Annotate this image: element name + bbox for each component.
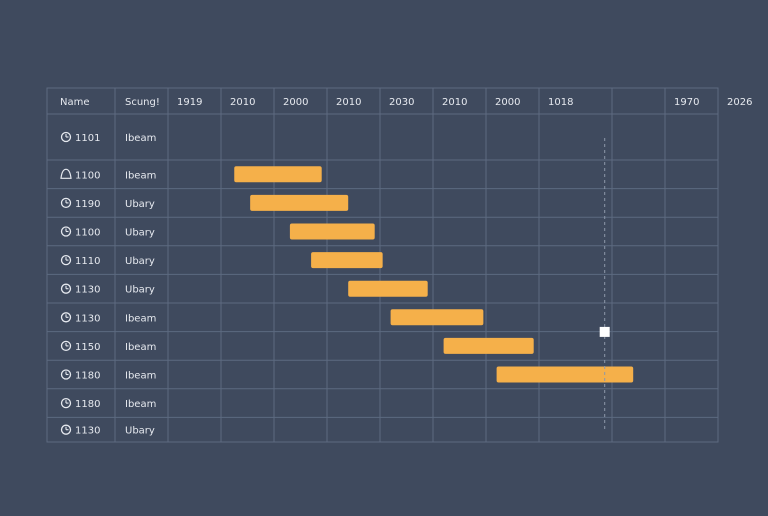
gantt-bar-2 <box>289 223 375 240</box>
table-row: 1130 Ubary <box>60 424 155 437</box>
row-name: 1130 <box>75 313 100 324</box>
timeline-header-5: 2010 <box>442 97 467 108</box>
clock-face <box>60 369 72 380</box>
gantt-bar-4 <box>348 280 428 297</box>
row-name: 1110 <box>75 256 100 267</box>
clock-face <box>60 254 72 266</box>
timeline-header-1: 2010 <box>230 97 255 108</box>
gantt-bar-1 <box>250 194 349 211</box>
clock-face <box>60 283 72 294</box>
table-row: 1150 Ibeam <box>60 340 156 353</box>
grid-layer <box>46 87 719 443</box>
table-row: 1101 Ibeam <box>60 131 156 144</box>
clock-face <box>60 226 72 237</box>
clock-face <box>60 131 72 143</box>
clock-face <box>60 312 72 323</box>
row-schedule: Ibeam <box>125 399 156 410</box>
clock-icon <box>60 424 72 435</box>
row-schedule: Ubary <box>125 256 155 267</box>
header-layer: Name Scung! 1919 2010 2000 2010 2030 2010 2000… <box>60 97 752 108</box>
row-schedule: Ibeam <box>125 371 156 382</box>
timeline-header-0: 1919 <box>177 97 202 108</box>
clock-face <box>60 424 72 435</box>
clock-icon <box>60 226 72 237</box>
timeline-header-2: 2000 <box>283 97 308 108</box>
row-name: 1180 <box>75 371 100 382</box>
clock-face <box>60 197 72 209</box>
name-column-header: Name <box>60 97 90 108</box>
clock-icon <box>60 283 72 294</box>
table-row: 1110 Ubary <box>60 254 155 267</box>
row-schedule: Ubary <box>125 285 155 296</box>
clock-icon <box>60 369 72 380</box>
row-name: 1150 <box>75 342 100 353</box>
row-name: 1101 <box>75 133 100 144</box>
clock-icon <box>60 397 72 409</box>
gantt-bar-6 <box>443 337 534 354</box>
timeline-header-7: 1018 <box>548 97 573 108</box>
timeline-header-6: 2000 <box>495 97 520 108</box>
chart-frame <box>46 87 719 443</box>
table-row: 1130 Ubary <box>60 283 155 296</box>
row-schedule: Ibeam <box>125 170 156 181</box>
row-schedule: Ibeam <box>125 342 156 353</box>
gantt-bar-0 <box>234 166 322 183</box>
table-row: 1180 Ibeam <box>60 397 156 410</box>
row-name: 1130 <box>75 285 100 296</box>
gantt-bar-3 <box>311 252 383 269</box>
row-schedule: Ubary <box>125 426 155 437</box>
table-row: 1130 Ibeam <box>60 312 156 324</box>
timeline-header-4: 2030 <box>389 97 414 108</box>
table-row: 1100 Ubary <box>60 226 155 239</box>
row-schedule: Ibeam <box>125 313 156 324</box>
row-schedule: Ubary <box>125 199 155 210</box>
clock-face <box>60 397 72 409</box>
today-marker <box>599 326 610 337</box>
clock-face <box>60 340 72 352</box>
clock-icon <box>60 340 72 352</box>
table-row: 1190 Ubary <box>60 197 155 210</box>
gantt-bar-7 <box>496 366 634 383</box>
table-row: 1180 Ibeam <box>60 369 156 382</box>
bars-layer <box>234 166 634 383</box>
table-row: 1100 Ibeam <box>60 168 156 181</box>
clock-icon <box>60 254 72 266</box>
timeline-header-3: 2010 <box>336 97 361 108</box>
row-schedule: Ubary <box>125 228 155 239</box>
clock-icon <box>60 312 72 323</box>
timeline-header-9: 1970 <box>674 97 699 108</box>
gantt-bar-5 <box>390 309 484 326</box>
bell-icon <box>60 168 72 179</box>
schedule-column-header: Scung! <box>125 97 160 108</box>
timeline-header-10: 2026 <box>727 97 752 108</box>
row-name: 1180 <box>75 399 100 410</box>
row-name: 1130 <box>75 426 100 437</box>
row-name: 1100 <box>75 170 100 181</box>
row-schedule: Ibeam <box>125 133 156 144</box>
clock-icon <box>60 197 72 209</box>
row-name: 1100 <box>75 228 100 239</box>
row-name: 1190 <box>75 199 100 210</box>
today-marker-layer <box>599 138 610 432</box>
clock-icon <box>60 131 72 143</box>
